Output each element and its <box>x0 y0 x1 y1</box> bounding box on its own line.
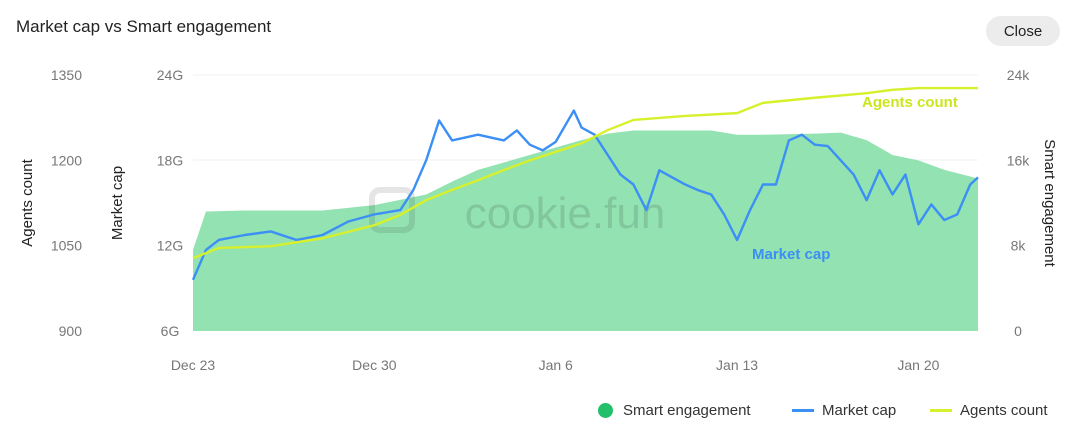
watermark-logo-icon <box>369 187 415 233</box>
y-tick-agents: 1200 <box>51 152 82 168</box>
x-tick: Dec 23 <box>171 357 216 373</box>
y-tick-engagement: 16k <box>1007 152 1031 168</box>
annotation-agents-count: Agents count <box>862 94 958 111</box>
legend-label: Market cap <box>822 402 897 419</box>
watermark: cookie.fun <box>465 189 666 238</box>
legend-line-icon <box>930 409 952 412</box>
y-axis-label-engagement: Smart engagement <box>1041 139 1058 267</box>
y-tick-market_cap: 24G <box>157 67 183 83</box>
y-tick-market_cap: 18G <box>157 152 183 168</box>
x-tick: Jan 13 <box>716 357 758 373</box>
legend-smart-engagement[interactable]: Smart engagement <box>598 402 751 419</box>
legend-line-icon <box>792 409 814 412</box>
x-tick: Jan 6 <box>539 357 573 373</box>
y-tick-agents: 900 <box>59 323 83 339</box>
legend-label: Agents count <box>960 402 1048 419</box>
chart-title: Market cap vs Smart engagement <box>16 17 272 36</box>
x-tick: Jan 20 <box>897 357 939 373</box>
market-cap-line <box>191 109 979 281</box>
y-tick-market_cap: 6G <box>161 323 180 339</box>
y-tick-engagement: 0 <box>1014 323 1022 339</box>
legend-label: Smart engagement <box>623 402 751 419</box>
close-button[interactable]: Close <box>986 16 1060 46</box>
y-tick-engagement: 8k <box>1011 238 1027 254</box>
y-tick-engagement: 24k <box>1007 67 1031 83</box>
y-axis-label-market-cap: Market cap <box>109 166 126 240</box>
annotation-market-cap: Market cap <box>752 246 830 263</box>
y-axis-label-agents: Agents count <box>19 158 36 246</box>
smart-engagement-area <box>193 130 978 331</box>
y-tick-agents: 1350 <box>51 67 82 83</box>
y-tick-agents: 1050 <box>51 238 82 254</box>
y-tick-market_cap: 12G <box>157 238 183 254</box>
legend-dot-icon <box>598 403 613 418</box>
legend-agents-count[interactable]: Agents count <box>930 402 1048 419</box>
x-tick: Dec 30 <box>352 357 397 373</box>
legend-market-cap[interactable]: Market cap <box>792 402 896 419</box>
